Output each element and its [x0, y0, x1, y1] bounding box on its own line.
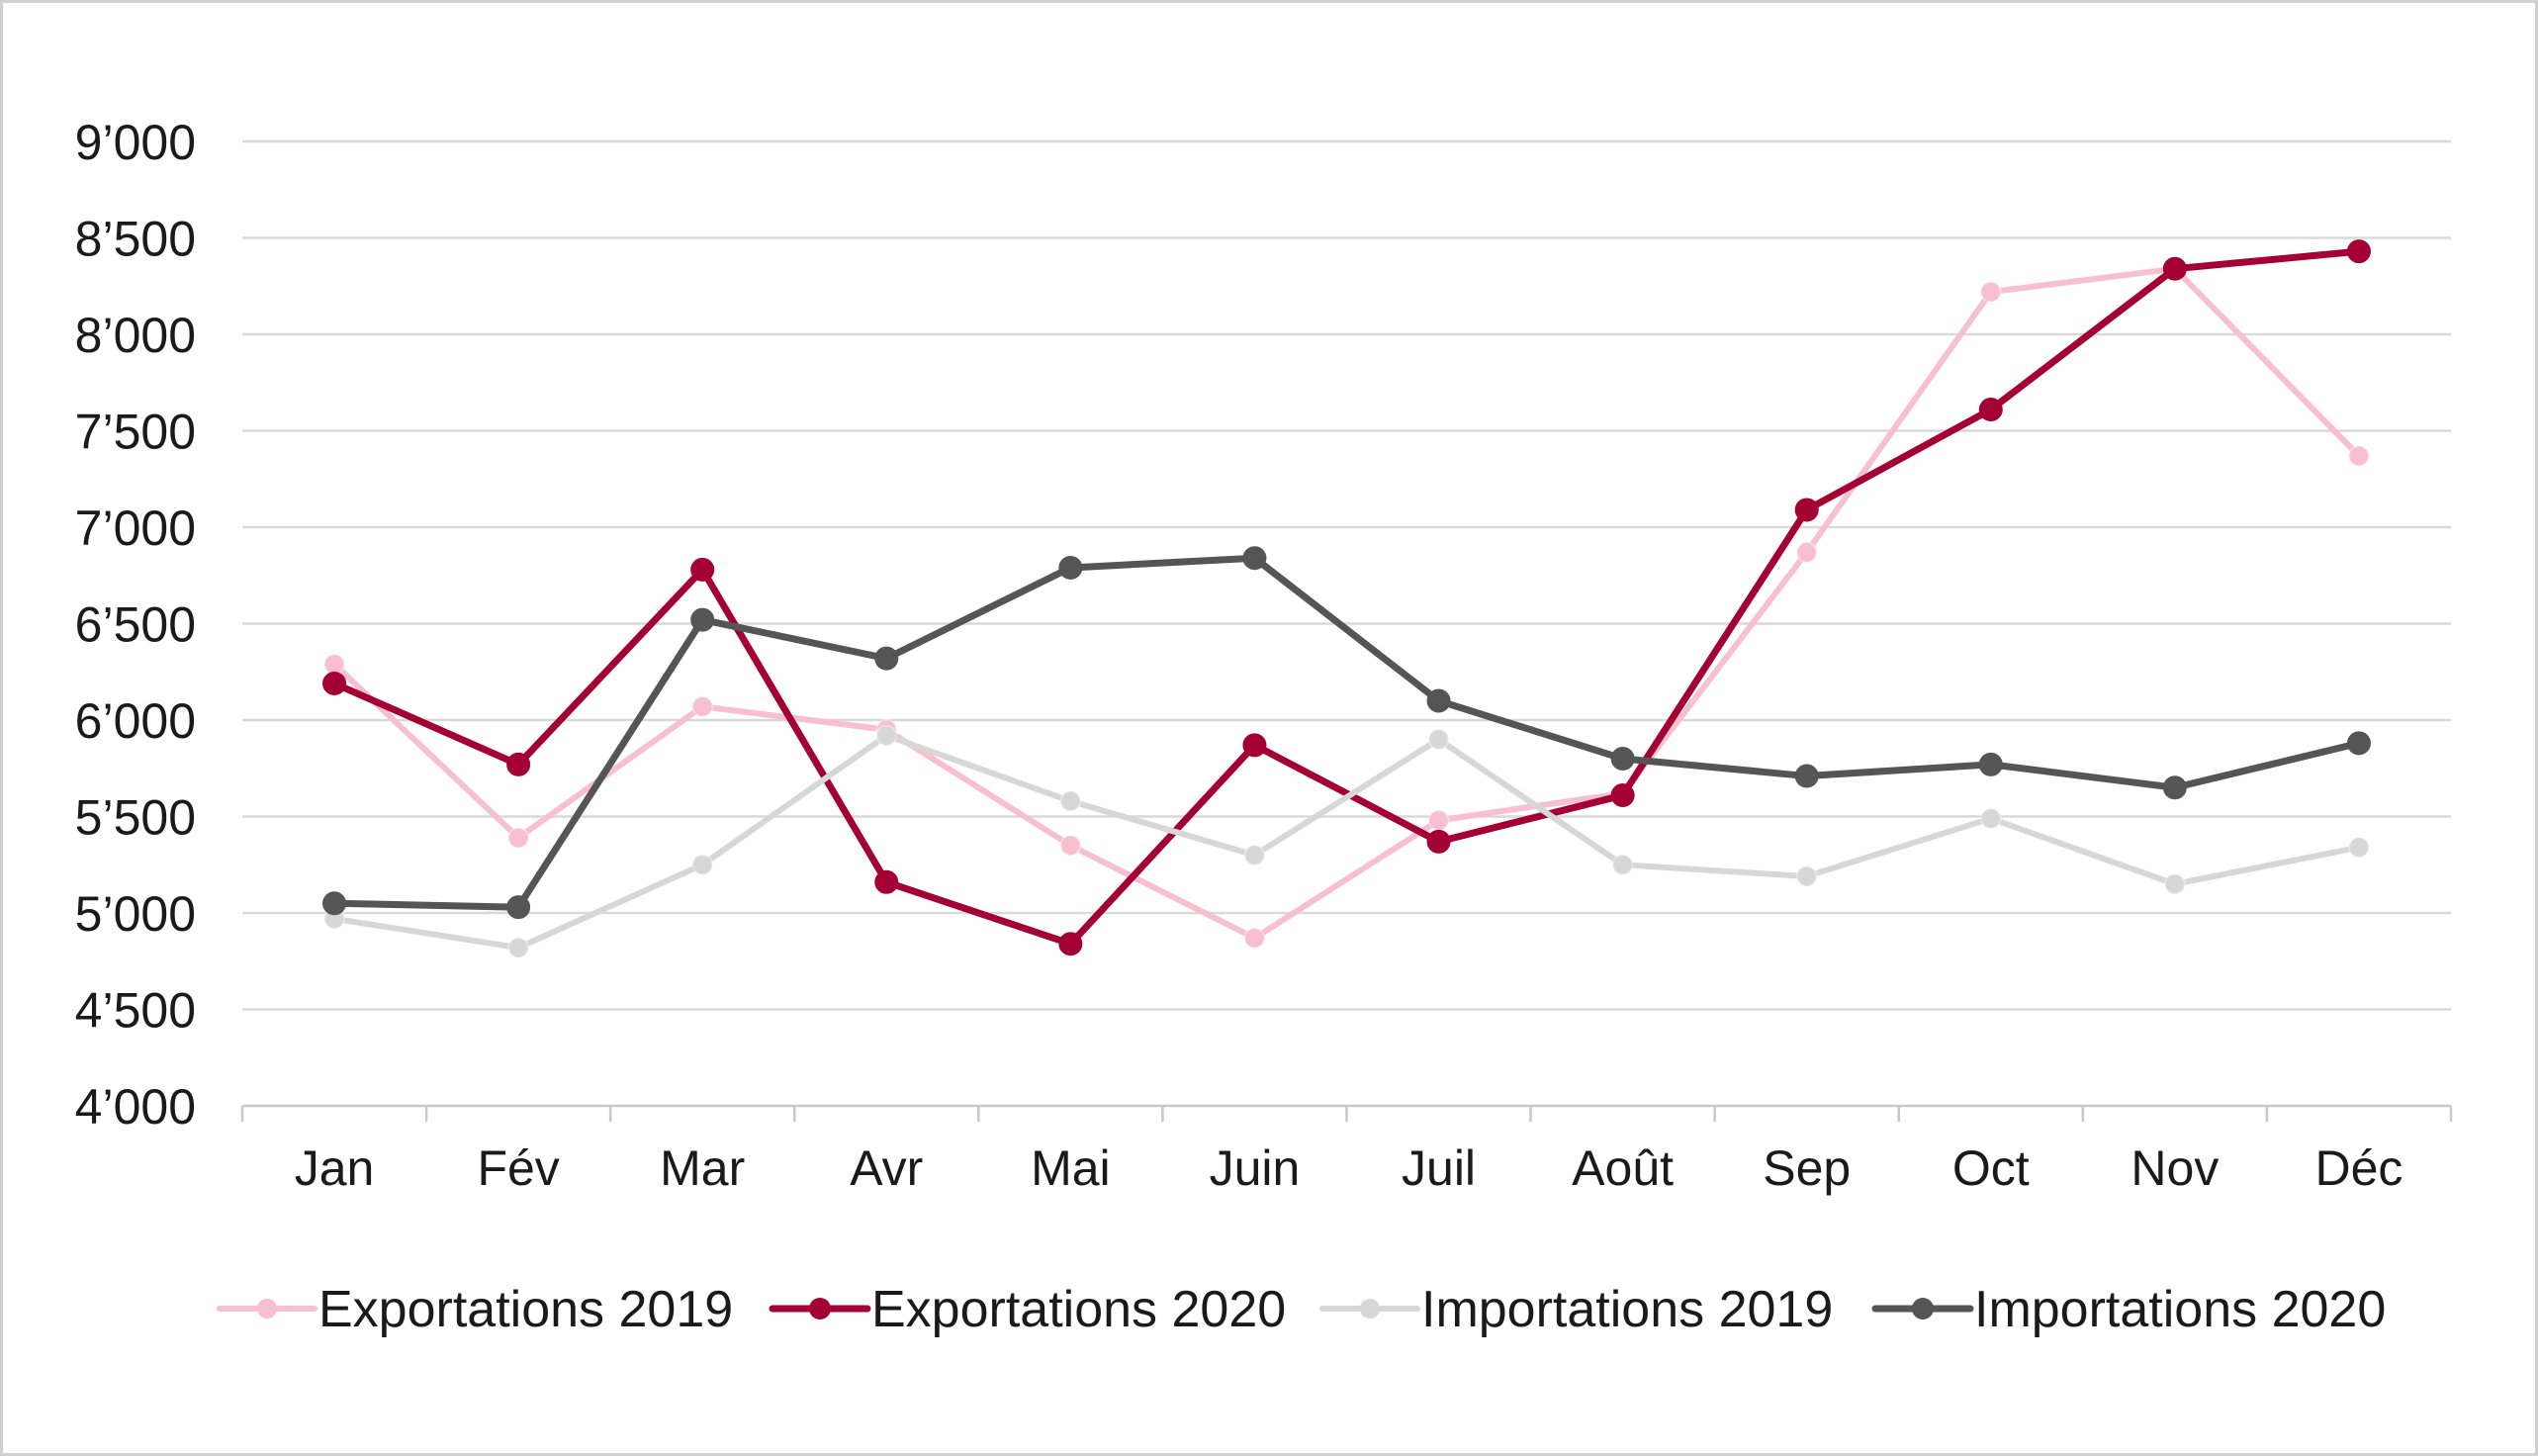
data-point: [1978, 398, 2003, 422]
series-group: [322, 239, 2371, 959]
data-point: [2347, 444, 2370, 467]
x-tick-label: Nov: [2130, 1140, 2219, 1196]
data-point: [1058, 555, 1083, 580]
data-point: [691, 695, 714, 718]
legend-label: Exportations 2020: [871, 1281, 1286, 1338]
data-point: [1242, 546, 1267, 571]
data-point: [1427, 728, 1450, 751]
series-line: [331, 732, 2362, 952]
data-point: [690, 557, 715, 582]
x-tick-label: Sep: [1763, 1140, 1851, 1196]
x-tick-label: Juin: [1210, 1140, 1301, 1196]
series-2: [322, 239, 2371, 956]
data-point: [2347, 836, 2370, 859]
legend-label: Exportations 2019: [318, 1281, 733, 1338]
legend-label: Importations 2020: [1974, 1281, 2386, 1338]
data-point: [1243, 927, 1266, 950]
series-line: [331, 265, 2362, 942]
data-point: [2162, 256, 2187, 281]
x-tick-label: Avr: [850, 1140, 923, 1196]
legend-swatch-marker: [809, 1298, 831, 1320]
data-point: [1426, 829, 1451, 854]
data-point: [1978, 752, 2003, 776]
y-tick-label: 5’500: [75, 790, 196, 846]
data-point: [1794, 764, 1819, 788]
x-tick-label: Mar: [660, 1140, 745, 1196]
data-point: [2162, 775, 2187, 800]
data-point: [1059, 834, 1082, 857]
x-tick-label: Jan: [295, 1140, 375, 1196]
data-point: [1979, 281, 2002, 304]
data-point: [1426, 688, 1451, 713]
x-tick-label: Oct: [1952, 1140, 2030, 1196]
data-point: [1795, 864, 1818, 887]
legend-item: Importations 2019: [1319, 1281, 1833, 1338]
y-tick-label: 7’500: [75, 405, 196, 460]
data-point: [507, 937, 530, 959]
data-point: [507, 826, 530, 849]
legend-swatch-marker: [1912, 1298, 1934, 1320]
data-point: [875, 724, 898, 747]
data-point: [1059, 789, 1082, 812]
gridlines: [242, 139, 2451, 1011]
legend-swatch-marker: [257, 1299, 277, 1319]
data-point: [1610, 783, 1635, 808]
y-tick-label: 6’000: [75, 693, 196, 749]
data-point: [2346, 731, 2371, 756]
x-tick-label: Fév: [477, 1140, 559, 1196]
x-tick-label: Mai: [1031, 1140, 1111, 1196]
data-point: [322, 671, 347, 695]
series-line: [330, 247, 2363, 948]
data-point: [506, 752, 531, 776]
data-point: [874, 646, 899, 671]
legend-item: Exportations 2020: [769, 1281, 1286, 1338]
data-point: [2346, 239, 2371, 264]
data-point: [1979, 807, 2002, 830]
data-point: [1794, 498, 1819, 522]
y-tick-label: 8’000: [75, 308, 196, 363]
data-point: [1427, 809, 1450, 832]
data-point: [1243, 844, 1266, 866]
series-line: [330, 554, 2363, 911]
data-point: [874, 869, 899, 894]
data-point: [1242, 733, 1267, 758]
legend: Exportations 2019 Exportations 2020 Import…: [217, 1281, 2386, 1338]
y-tick-label: 4’000: [75, 1079, 196, 1135]
x-tick-label: Août: [1572, 1140, 1674, 1196]
x-tick-label: Déc: [2314, 1140, 2402, 1196]
data-point: [1610, 747, 1635, 771]
legend-label: Importations 2019: [1421, 1281, 1833, 1338]
legend-item: Exportations 2019: [217, 1281, 733, 1338]
data-point: [1058, 932, 1083, 956]
y-tick-label: 6’500: [75, 597, 196, 653]
data-point: [690, 607, 715, 632]
data-point: [2163, 872, 2186, 895]
legend-item: Importations 2020: [1871, 1281, 2386, 1338]
data-point: [1795, 541, 1818, 564]
legend-swatch-marker: [1360, 1299, 1380, 1319]
y-tick-label: 9’000: [75, 115, 196, 170]
data-point: [322, 891, 347, 916]
data-point: [1611, 854, 1634, 876]
y-tick-label: 5’000: [75, 886, 196, 942]
y-tick-label: 8’500: [75, 212, 196, 267]
data-point: [323, 653, 346, 676]
x-tick-label: Juil: [1402, 1140, 1476, 1196]
data-point: [506, 895, 531, 920]
series-4: [322, 546, 2371, 920]
y-axis: 4’000 4’500 5’000 5’500 6’000 6’500 7’000 7’500…: [75, 115, 196, 1135]
x-axis: Jan Fév Mar Avr Mai Juin Juil Août Sep Oct Nov Déc: [240, 1104, 2453, 1196]
data-point: [691, 854, 714, 876]
y-tick-label: 4’500: [75, 983, 196, 1039]
y-tick-label: 7’000: [75, 500, 196, 556]
